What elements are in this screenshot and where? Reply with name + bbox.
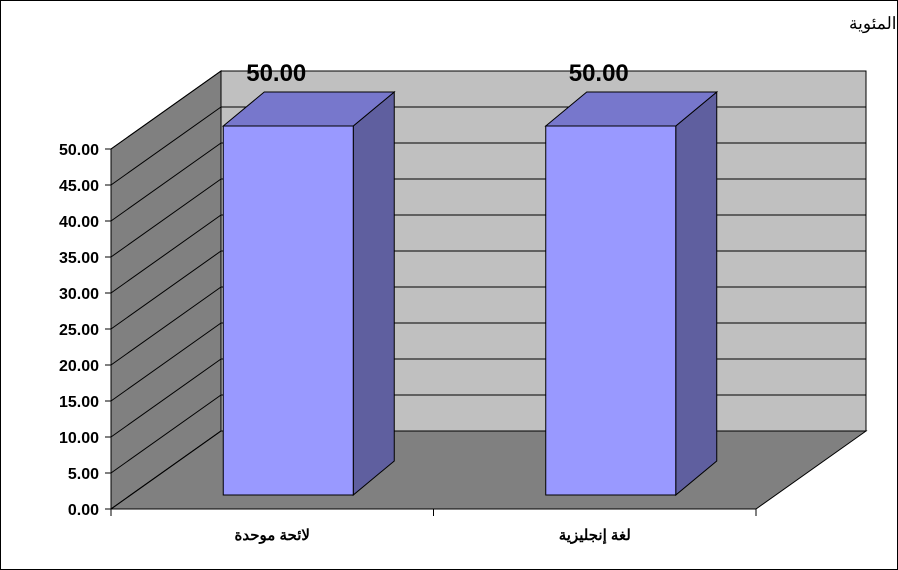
gridline-side bbox=[110, 142, 222, 222]
bar-1 bbox=[221, 90, 396, 497]
gridline-side bbox=[110, 214, 222, 294]
y-tick-label: 35.00 bbox=[59, 250, 99, 267]
y-tick-label: 40.00 bbox=[59, 214, 99, 231]
category-label: لغة إنجليزية bbox=[559, 527, 631, 544]
y-axis: 0.00 5.00 10.00 15.00 20.00 25.00 30.00 35.00 40… bbox=[59, 142, 757, 519]
labels: 50.00 لائحة موحدة 50.00 لغة إنجليزية bbox=[235, 60, 631, 544]
bar-front-face bbox=[545, 125, 677, 496]
gridline-side bbox=[110, 394, 222, 474]
y-tick-label: 50.00 bbox=[59, 142, 99, 159]
y-tick-label: 5.00 bbox=[68, 466, 99, 483]
gridline-side bbox=[110, 250, 222, 330]
gridline-side bbox=[110, 322, 222, 402]
category-label: لائحة موحدة bbox=[235, 527, 310, 544]
bar-front-face bbox=[222, 125, 354, 496]
gridline-side bbox=[110, 286, 222, 366]
y-tick-label: 15.00 bbox=[59, 394, 99, 411]
y-tick-label: 45.00 bbox=[59, 178, 99, 195]
gridline-side bbox=[110, 358, 222, 438]
gridline-side bbox=[110, 178, 222, 258]
bar-side-face bbox=[675, 90, 718, 497]
y-tick-label: 25.00 bbox=[59, 322, 99, 339]
gridline-side bbox=[110, 106, 222, 186]
bar-2 bbox=[544, 90, 719, 497]
bars bbox=[221, 90, 719, 497]
y-axis-title: النسبة المئوية bbox=[849, 14, 897, 34]
y-tick-label: 30.00 bbox=[59, 286, 99, 303]
y-tick-label: 20.00 bbox=[59, 358, 99, 375]
gridline-side bbox=[110, 70, 222, 150]
y-tick-label: 10.00 bbox=[59, 430, 99, 447]
data-label: 50.00 bbox=[246, 60, 306, 87]
bar-side-face bbox=[352, 90, 395, 497]
y-tick-label: 0.00 bbox=[68, 502, 99, 519]
data-label: 50.00 bbox=[569, 60, 629, 87]
gridline-side bbox=[110, 430, 222, 510]
